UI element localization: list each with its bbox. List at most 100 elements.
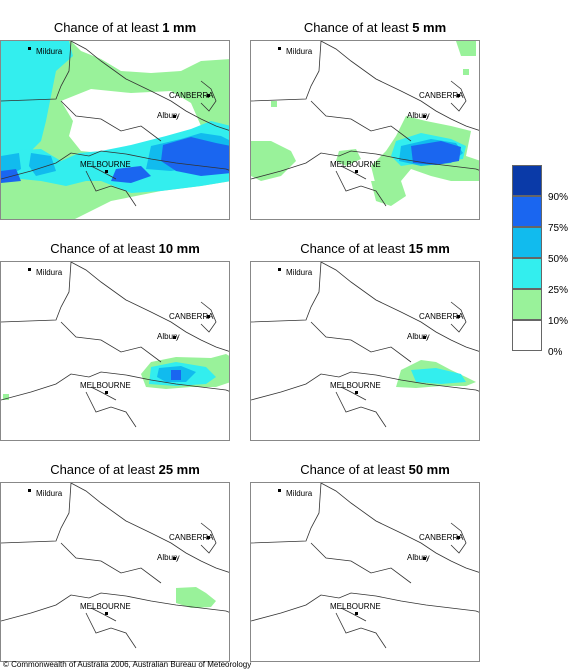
legend-label-50: 50%: [548, 254, 569, 265]
map-15mm: Mildura CANBERRA Albury MELBOURNE: [250, 261, 480, 441]
panel-title-5mm: Chance of at least 5 mm: [250, 20, 500, 35]
panel-title-15mm: Chance of at least 15 mm: [250, 241, 500, 256]
zone-25pct: [1, 41, 73, 156]
place-marker-canberra: [207, 536, 210, 539]
legend-swatch-0: [512, 320, 542, 351]
probability-shading: [251, 41, 479, 206]
label-melbourne: MELBOURNE: [80, 381, 131, 390]
zone-10pct: [3, 394, 9, 400]
panel-title-prefix: Chance of at least: [303, 20, 413, 35]
zone-10pct: [251, 141, 296, 181]
panel-title-1mm: Chance of at least 1 mm: [0, 20, 250, 35]
state-borders: [1, 483, 229, 649]
map-10mm: Mildura CANBERRA Albury MELBOURNE: [0, 261, 230, 441]
legend-label-75: 75%: [548, 223, 569, 234]
place-markers: [278, 268, 460, 394]
legend-label-10: 10%: [548, 316, 569, 327]
label-melbourne: MELBOURNE: [330, 381, 381, 390]
panel-title-amount: 25 mm: [158, 462, 200, 477]
label-melbourne: MELBOURNE: [80, 602, 131, 611]
zone-75pct: [161, 137, 229, 176]
zone-75pct: [111, 166, 151, 183]
place-marker-melbourne: [105, 391, 108, 394]
map-canvas: Mildura CANBERRA Albury MELBOURNE: [1, 262, 229, 428]
zone-10pct: [176, 587, 216, 608]
place-marker-albury: [423, 557, 426, 560]
map-50mm: Mildura CANBERRA Albury MELBOURNE: [250, 482, 480, 662]
map-25mm: Mildura CANBERRA Albury MELBOURNE: [0, 482, 230, 662]
legend-swatch-75: [512, 196, 542, 227]
label-mildura: Mildura: [36, 489, 63, 498]
place-marker-canberra: [457, 315, 460, 318]
panel-title-amount: 5 mm: [412, 20, 447, 35]
zone-0pct: [71, 41, 229, 73]
map-canvas: Mildura CANBERRA Albury MELBOURNE: [251, 483, 479, 649]
place-marker-mildura: [278, 268, 281, 271]
panel-title-25mm: Chance of at least 25 mm: [0, 462, 250, 477]
label-melbourne: MELBOURNE: [330, 160, 381, 169]
place-marker-mildura: [278, 47, 281, 50]
legend-label-25: 25%: [548, 285, 569, 296]
panel-title-50mm: Chance of at least 50 mm: [250, 462, 500, 477]
zone-0pct: [75, 181, 229, 219]
place-marker-canberra: [207, 94, 210, 97]
panel-title-amount: 1 mm: [162, 20, 197, 35]
probability-shading: [3, 354, 229, 400]
place-markers: [278, 489, 460, 615]
zone-10pct: [371, 181, 406, 206]
label-canberra: CANBERRA: [169, 533, 214, 542]
state-borders: [1, 262, 229, 428]
label-mildura: Mildura: [286, 489, 313, 498]
place-marker-canberra: [457, 536, 460, 539]
zone-10pct: [336, 149, 361, 166]
panel-title-prefix: Chance of at least: [50, 462, 159, 477]
state-borders: [251, 262, 479, 428]
place-marker-mildura: [28, 489, 31, 492]
state-borders: [251, 483, 479, 649]
place-markers: [28, 47, 210, 173]
zone-25pct: [411, 368, 466, 384]
legend-swatch-25: [512, 258, 542, 289]
zone-75pct: [411, 141, 461, 165]
label-canberra: CANBERRA: [169, 91, 214, 100]
label-canberra: CANBERRA: [419, 312, 464, 321]
place-marker-melbourne: [105, 170, 108, 173]
map-5mm: Mildura CANBERRA Albury MELBOURNE: [250, 40, 480, 220]
panel-title-10mm: Chance of at least 10 mm: [0, 241, 250, 256]
place-marker-mildura: [278, 489, 281, 492]
zone-25pct: [1, 121, 229, 193]
place-marker-albury: [173, 336, 176, 339]
label-canberra: CANBERRA: [419, 91, 464, 100]
place-marker-mildura: [28, 268, 31, 271]
panel-title-amount: 15 mm: [408, 241, 450, 256]
label-albury: Albury: [157, 111, 180, 120]
label-albury: Albury: [157, 332, 180, 341]
place-marker-albury: [173, 115, 176, 118]
label-albury: Albury: [407, 111, 430, 120]
panel-title-prefix: Chance of at least: [300, 241, 409, 256]
place-marker-melbourne: [355, 170, 358, 173]
zone-10pct: [456, 41, 476, 56]
place-markers: [28, 489, 210, 615]
place-marker-mildura: [28, 47, 31, 50]
copyright-notice: © Commonwealth of Australia 2006, Austra…: [3, 660, 252, 669]
zone-10pct: [463, 69, 469, 75]
place-marker-melbourne: [105, 612, 108, 615]
place-marker-melbourne: [355, 612, 358, 615]
label-mildura: Mildura: [286, 47, 313, 56]
legend-swatch-50: [512, 227, 542, 258]
place-marker-albury: [423, 336, 426, 339]
panel-title-prefix: Chance of at least: [50, 241, 159, 256]
panel-title-prefix: Chance of at least: [53, 20, 163, 35]
map-canvas: Mildura CANBERRA Albury MELBOURNE: [251, 41, 479, 207]
panel-title-amount: 50 mm: [408, 462, 450, 477]
legend-label-0: 0%: [548, 347, 563, 358]
place-marker-melbourne: [355, 391, 358, 394]
place-markers: [278, 47, 460, 173]
probability-shading: [1, 41, 229, 219]
legend-label-90: 90%: [548, 192, 569, 203]
label-melbourne: MELBOURNE: [80, 160, 131, 169]
label-albury: Albury: [407, 332, 430, 341]
label-canberra: CANBERRA: [419, 533, 464, 542]
label-mildura: Mildura: [36, 268, 63, 277]
